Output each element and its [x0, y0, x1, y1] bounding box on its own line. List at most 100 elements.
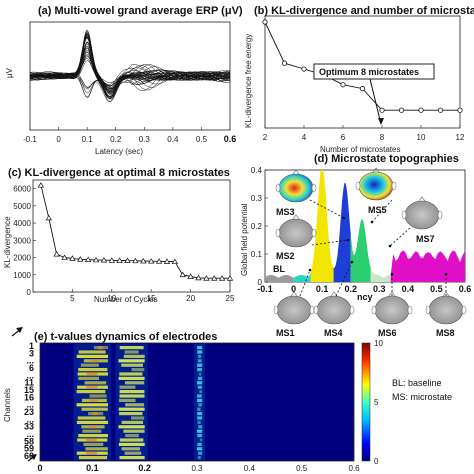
- panel-e-xtick-label: 0.3: [191, 464, 203, 473]
- panel-e-band-cell: [197, 416, 203, 420]
- panel-e-band-hot-cell: [86, 385, 98, 389]
- panel-a-xtick-label: -0.1: [23, 135, 37, 144]
- panel-a-xticks: -0.1 0 0.1 0.2 0.3 0.4 0.5 0.6: [23, 127, 236, 144]
- panel-e-band-cell: [197, 429, 203, 433]
- topo-arrow: [371, 199, 393, 223]
- panel-c: (c) KL-divergence at optimal 8 microstat…: [3, 167, 235, 304]
- panel-e-colorbar-label: 0: [374, 457, 379, 466]
- topo-arrowhead: [342, 216, 346, 220]
- topo-arrowhead: [390, 272, 394, 276]
- panel-e-channel-label: ...: [26, 414, 34, 424]
- panel-b-point: [301, 66, 307, 72]
- panel-e-band-cell: [78, 376, 99, 380]
- panel-c-point: [195, 274, 202, 281]
- panel-e-band-cell: [119, 390, 145, 394]
- panel-a-waveform: [29, 56, 231, 93]
- panel-c-point: [77, 256, 84, 262]
- panel-e-band-cell: [76, 390, 106, 394]
- panel-e-channel-label: 59: [24, 444, 34, 454]
- panel-c-ytick-label: 3000: [13, 236, 31, 245]
- panel-c-point: [53, 251, 60, 257]
- panel-e-corner-arrowhead-bottom: [30, 454, 37, 460]
- panel-e-band-hot-cell: [86, 438, 97, 442]
- panel-d-ticks: 00.10.20.30.4-0.1 0 0.1 0.2 0.3 0.4 0.5 0.6: [251, 166, 471, 294]
- panel-a-xtick-label: 0.5: [196, 135, 208, 144]
- panel-c-ytick-label: 0: [27, 288, 32, 297]
- panel-b-ylabel: KL-divergence free energy: [244, 34, 253, 128]
- panel-d-segment-ms7: [390, 250, 465, 282]
- panel-e-band-cell: [198, 451, 203, 455]
- panel-b-xtick-label: 12: [456, 133, 465, 142]
- panel-e-band-cell: [80, 363, 99, 367]
- topo-ms7-label: MS7: [416, 234, 435, 244]
- panel-e-band-cell: [199, 438, 203, 442]
- panel-e-band-cell: [119, 385, 136, 389]
- panel-e-band-hot-cell: [88, 425, 97, 429]
- panel-d-segment-bl: [265, 275, 294, 282]
- panel-e-band-cell: [124, 381, 145, 385]
- panel-e-band-cell: [76, 354, 108, 358]
- topo-ms1-ear-left: [273, 305, 279, 315]
- topo-ms3-nose: [292, 169, 300, 175]
- panel-c-xtick-label: 10: [107, 294, 116, 303]
- panel-e-band-cell: [118, 376, 145, 380]
- panel-b-annotation: Optimum 8 microstates: [319, 67, 419, 77]
- panel-b-xtick-label: 10: [417, 133, 426, 142]
- panel-d-xtick-label: 0.5: [430, 284, 443, 294]
- panel-e-colorbar-label: 5: [374, 398, 379, 407]
- panel-e-band-cell: [118, 359, 145, 363]
- panel-e-band-halo: [194, 344, 206, 460]
- panel-e-band-cell: [119, 412, 143, 416]
- panel-e-channel-label: 3: [29, 348, 34, 358]
- panel-e-band-cell: [76, 403, 108, 407]
- panel-a-xtick-label: 0.1: [82, 135, 94, 144]
- panel-e-band-halo: [73, 344, 111, 460]
- panel-c-point: [124, 257, 131, 263]
- panel-a: (a) Multi-vowel grand average ERP (μV) μ…: [5, 5, 243, 156]
- panel-d-xtick-label: 0.4: [402, 284, 415, 294]
- panel-e-band-cell: [119, 346, 144, 350]
- panel-a-title: (a) Multi-vowel grand average ERP (μV): [38, 5, 243, 17]
- panel-c-xlabel: Number of Cycles: [94, 295, 158, 304]
- panel-d-ytick-label: 0.1: [251, 250, 263, 259]
- panel-e-band-cell: [197, 381, 203, 385]
- topo-ms5-label: MS5: [368, 205, 387, 215]
- panel-a-waveform: [29, 37, 231, 85]
- topo-ms5-ear-right: [391, 181, 397, 191]
- panel-e-title: (e) t-values dynamics of electrodes: [34, 331, 217, 343]
- panel-e-band-cell: [78, 456, 108, 460]
- panel-d-xtick-label: 0.3: [373, 284, 386, 294]
- panel-b-xlabel: Number of microstates: [320, 145, 400, 154]
- topo-ms4-head: [316, 295, 352, 325]
- panel-d-xtick-label: 0.6: [459, 284, 472, 294]
- panel-e-ylabel: Channels: [3, 388, 12, 422]
- panel-c-point: [163, 258, 171, 264]
- panel-e-band-cell: [198, 372, 202, 376]
- panel-e-band-cell: [198, 354, 202, 358]
- topo-ms6-ear-right: [407, 305, 413, 315]
- topo-ms5-nose: [372, 167, 380, 173]
- panel-e-band-cell: [197, 412, 203, 416]
- panel-c-line: [37, 182, 234, 281]
- panel-e-xtick-label: 0.5: [296, 464, 308, 473]
- panel-a-xtick-label: 0: [56, 135, 61, 144]
- panel-e-band-cell: [83, 442, 104, 446]
- panel-e-band-cell: [84, 381, 107, 385]
- panel-e-band-cell: [197, 407, 201, 411]
- panel-d-segment-ms5: [350, 219, 371, 282]
- panel-e-band-cell: [121, 420, 144, 424]
- panel-e-band-cell: [119, 456, 145, 460]
- panel-d-segment-ms3: [310, 170, 334, 282]
- panel-e-band-hot-cell: [98, 346, 103, 350]
- panel-d-partial-label: ncy: [357, 292, 373, 302]
- panel-e-band-cell: [124, 350, 139, 354]
- panel-a-xlabel: Latency (sec): [95, 147, 143, 156]
- panel-c-ylabel: KL-divergence: [3, 216, 12, 268]
- panel-e-band-cell: [85, 447, 108, 451]
- panel-c-point: [84, 256, 92, 262]
- panel-e-corner-arrowhead-top: [16, 327, 23, 333]
- panel-d-segment-ms4: [333, 182, 351, 282]
- panel-c-ytick-label: 2000: [13, 254, 31, 263]
- panel-e-band-cell: [197, 394, 202, 398]
- topo-arrow: [299, 269, 311, 297]
